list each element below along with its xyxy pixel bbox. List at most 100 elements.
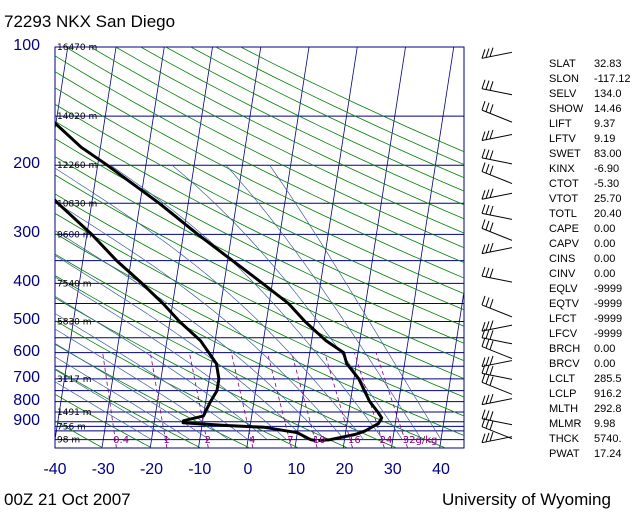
- wind-barb: [481, 100, 513, 123]
- index-name: PWAT: [549, 448, 580, 460]
- wind-barb-flag: [489, 47, 494, 57]
- wind-barb: [481, 337, 513, 360]
- dry-adiabat: [55, 393, 153, 448]
- wind-barb: [481, 409, 513, 426]
- index-value: 9.19: [594, 133, 616, 145]
- index-row: MLTH 292.8: [549, 402, 639, 417]
- temperature-tick-label: 30: [383, 461, 402, 478]
- index-name: EQLV: [549, 283, 578, 295]
- dry-adiabat: [55, 232, 464, 436]
- wind-barb: [481, 188, 513, 200]
- wind-barb-flag: [489, 150, 494, 160]
- index-name: CAPE: [549, 223, 579, 235]
- wind-barb-shaft: [481, 337, 513, 345]
- wind-barb-flag: [489, 205, 494, 216]
- index-name: SWET: [549, 148, 581, 160]
- mixing-ratio-line: [324, 352, 353, 448]
- mixing-ratio-line: [149, 352, 168, 448]
- index-name: LFCT: [549, 313, 577, 325]
- dry-adiabat: [55, 212, 464, 417]
- pressure-tick-label: 500: [13, 311, 40, 329]
- index-value: 25.70: [594, 193, 622, 205]
- height-label: 5830 m: [57, 317, 92, 327]
- index-row: CTOT -5.30: [549, 177, 639, 192]
- index-row: CINS 0.00: [549, 252, 639, 267]
- index-name: LIFT: [549, 118, 572, 130]
- dry-adiabat: [55, 253, 446, 448]
- wind-barb-flag: [481, 162, 486, 172]
- moist-adiabat: [55, 230, 326, 440]
- index-row: LFCT -9999: [549, 312, 639, 327]
- isotherm-line: [198, 47, 262, 448]
- index-row: SLAT 32.83: [549, 57, 639, 72]
- index-name: BRCH: [549, 343, 581, 355]
- index-value: -9999: [594, 328, 623, 340]
- dry-adiabat: [55, 120, 464, 327]
- wind-barb-flag: [489, 340, 494, 350]
- wind-barb-shaft: [481, 426, 513, 440]
- index-name: SHOW: [549, 103, 584, 115]
- wind-barb: [481, 242, 513, 255]
- moist-adiabat: [55, 369, 171, 440]
- mixing-ratio-label: 32g/kg: [403, 435, 438, 446]
- index-name: TOTL: [549, 208, 577, 220]
- wind-barb-shaft: [481, 134, 513, 141]
- mixing-ratio-line: [291, 352, 318, 448]
- wind-barb: [481, 393, 513, 406]
- wind-barb-flag: [485, 297, 490, 307]
- index-name: MLMR: [549, 418, 582, 430]
- index-value: 32.83: [594, 58, 622, 70]
- height-label: 756 m: [57, 422, 86, 432]
- index-name: CAPV: [549, 238, 579, 250]
- chart-title: 72293 NKX San Diego: [4, 12, 176, 31]
- mixing-ratio-label: 10: [313, 435, 326, 446]
- wind-barb-flag: [485, 130, 490, 140]
- moist-adiabat: [55, 381, 152, 440]
- moist-adiabat: [55, 328, 229, 440]
- index-value: 17.24: [594, 448, 622, 460]
- dry-adiabat: [55, 343, 250, 448]
- wind-barb-flag: [481, 190, 486, 200]
- index-row: SLON -117.12: [549, 72, 639, 87]
- index-row: EQLV -9999: [549, 282, 639, 297]
- index-name: CTOT: [549, 178, 579, 190]
- pressure-tick-label: 300: [13, 224, 40, 242]
- temperature-tick-label: 0: [243, 461, 253, 478]
- mixing-ratio-label: 0.4: [113, 435, 129, 446]
- wind-barb-flag: [481, 49, 486, 59]
- wind-barb-flag: [481, 322, 486, 332]
- mixing-ratio-line: [102, 352, 117, 448]
- dry-adiabat: [55, 87, 464, 295]
- wind-barb-flag: [481, 295, 486, 306]
- index-row: MLMR 9.98: [549, 417, 639, 432]
- mixing-ratio-line: [188, 352, 209, 448]
- index-value: 0.00: [594, 343, 616, 355]
- temperature-tick-label: 20: [335, 461, 354, 478]
- index-row: CINV 0.00: [549, 267, 639, 282]
- wind-barb-flag: [481, 373, 486, 383]
- wind-barb-flag: [481, 148, 486, 159]
- wind-barb: [481, 219, 513, 241]
- wind-barb: [481, 129, 513, 141]
- index-value: -9999: [594, 313, 623, 325]
- wind-barb-flag: [489, 365, 494, 376]
- dry-adiabat: [55, 55, 464, 264]
- wind-barb-flag: [485, 189, 490, 199]
- index-row: SHOW 14.46: [549, 102, 639, 117]
- index-name: BRCV: [549, 358, 580, 370]
- index-value: -9999: [594, 298, 623, 310]
- index-row: LFTV 9.19: [549, 132, 639, 147]
- temperature-tick-label: -10: [188, 461, 212, 478]
- index-name: THCK: [549, 433, 579, 445]
- isotherm-line: [55, 47, 69, 132]
- index-name: VTOT: [549, 193, 579, 205]
- dry-adiabat: [65, 47, 464, 249]
- index-value: 0.00: [594, 238, 616, 250]
- wind-barb-flag: [481, 100, 486, 111]
- wind-barb: [481, 355, 513, 368]
- index-row: VTOT 25.70: [549, 192, 639, 207]
- isotherm-line: [149, 47, 213, 448]
- index-name: LFTV: [549, 133, 576, 145]
- wind-barb-shaft: [481, 346, 513, 360]
- wind-barb: [481, 328, 513, 345]
